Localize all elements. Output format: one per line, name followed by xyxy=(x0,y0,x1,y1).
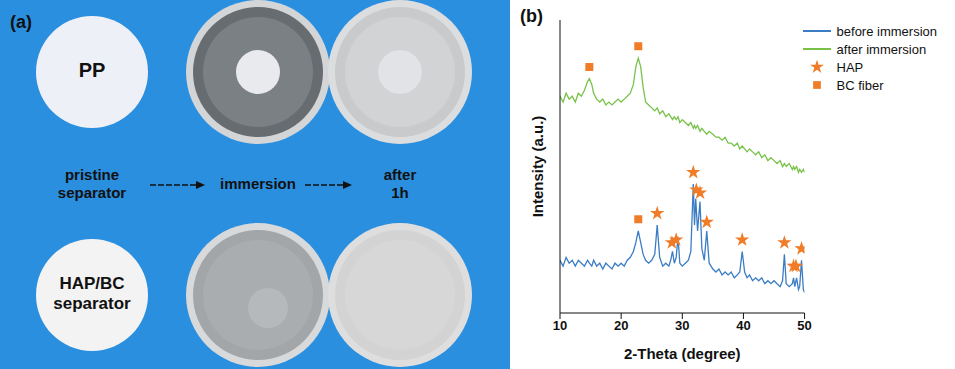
svg-text:PP: PP xyxy=(79,59,106,81)
svg-text:immersion: immersion xyxy=(220,175,296,192)
svg-text:20: 20 xyxy=(614,318,628,333)
html-text:(b): (b) xyxy=(520,6,543,26)
svg-text:pristineseparator: pristineseparator xyxy=(58,166,127,201)
svg-text:(a): (a) xyxy=(10,12,32,32)
html-text:before immersion: before immersion xyxy=(836,23,937,39)
svg-text:50: 50 xyxy=(797,318,811,333)
svg-text:2-Theta (degree): 2-Theta (degree) xyxy=(624,345,741,362)
svg-text:after1h: after1h xyxy=(384,166,417,201)
svg-text:HAP/BCseparator: HAP/BCseparator xyxy=(53,274,131,313)
svg-text:40: 40 xyxy=(736,318,750,333)
svg-text:30: 30 xyxy=(675,318,689,333)
svg-text:10: 10 xyxy=(553,318,567,333)
html-text:BC fiber: BC fiber xyxy=(836,77,884,93)
html-text:HAP: HAP xyxy=(836,59,864,75)
html-text:after immersion: after immersion xyxy=(836,41,927,57)
svg-text:Intensity (a.u.): Intensity (a.u.) xyxy=(529,116,546,218)
